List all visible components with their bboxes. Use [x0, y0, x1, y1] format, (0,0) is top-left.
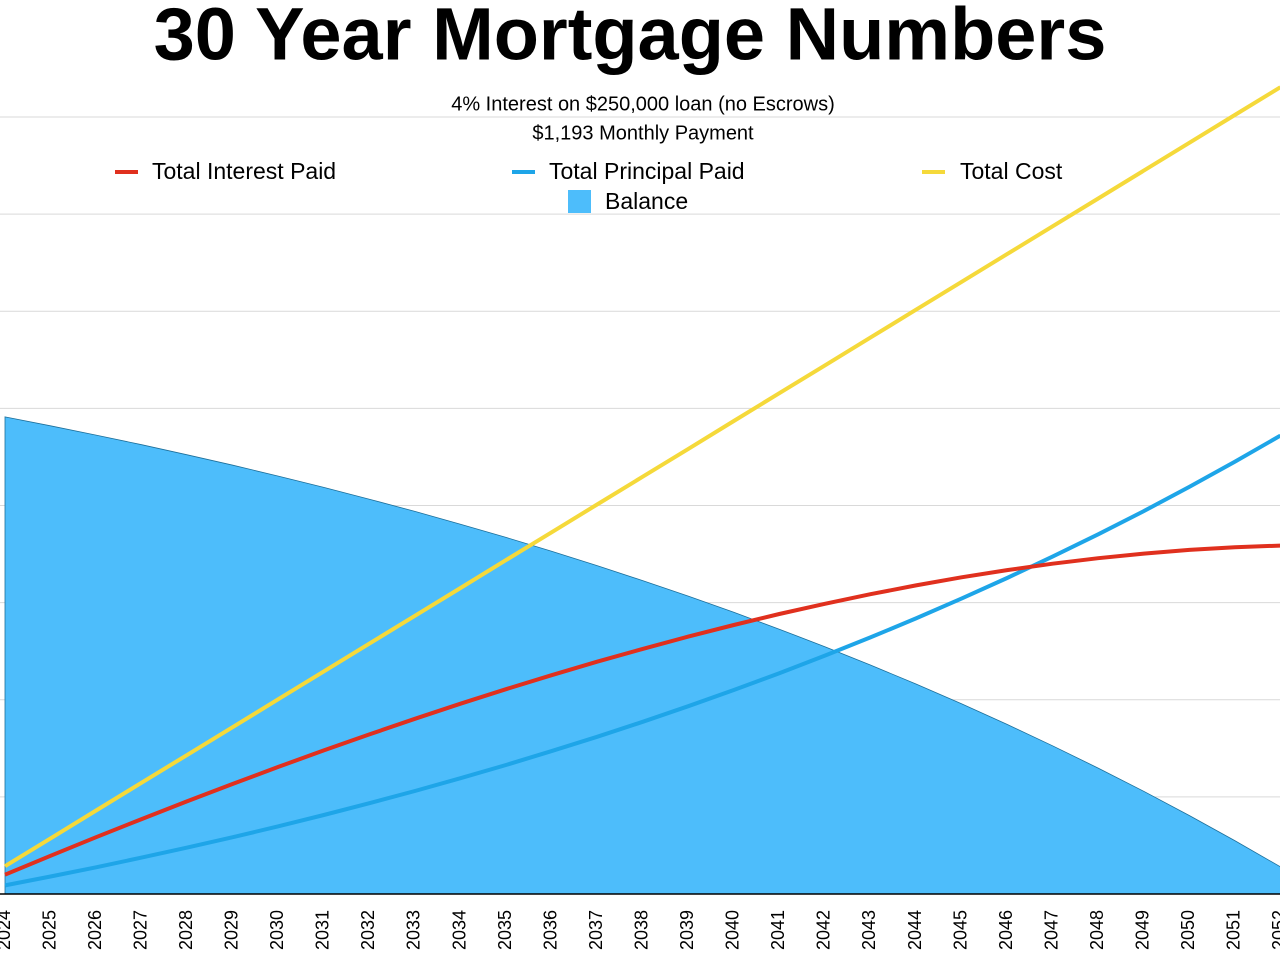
series-line: [4, 543, 1280, 877]
x-tick-label: 2030: [267, 910, 287, 950]
legend-label: Total Cost: [960, 158, 1063, 184]
x-tick-label: 2035: [495, 910, 515, 950]
x-tick-label: 2043: [859, 910, 879, 950]
x-tick-label: 2042: [814, 910, 834, 950]
x-tick-label: 2048: [1087, 910, 1107, 950]
x-tick-label: 2050: [1178, 910, 1198, 950]
x-tick-label: 2046: [996, 910, 1016, 950]
x-tick-label: 2040: [723, 910, 743, 950]
chart-subtitle: 4% Interest on $250,000 loan (no Escrows…: [451, 93, 835, 115]
x-tick-label: 2047: [1041, 910, 1061, 950]
x-tick-label: 2029: [222, 910, 242, 950]
x-tick-label: 2027: [130, 910, 150, 950]
legend-label: Balance: [605, 188, 688, 214]
chart-subtitle: $1,193 Monthly Payment: [532, 122, 754, 144]
x-tick-label: 2038: [631, 910, 651, 950]
x-tick-label: 2045: [950, 910, 970, 950]
x-tick-label: 2031: [313, 910, 333, 950]
x-tick-label: 2026: [85, 910, 105, 950]
legend-swatch: [568, 190, 591, 213]
x-tick-label: 2052: [1269, 910, 1280, 950]
x-tick-label: 2051: [1224, 910, 1244, 950]
x-tick-label: 2036: [540, 910, 560, 950]
x-tick-label: 2032: [358, 910, 378, 950]
x-tick-label: 2024: [0, 910, 14, 950]
chart-title: 30 Year Mortgage Numbers: [154, 0, 1107, 76]
legend-label: Total Principal Paid: [549, 158, 745, 184]
x-tick-label: 2037: [586, 910, 606, 950]
series-line: [3, 85, 1280, 868]
x-tick-label: 2039: [677, 910, 697, 950]
x-tick-label: 2041: [768, 910, 788, 950]
x-tick-label: 2034: [449, 910, 469, 950]
x-tick-label: 2044: [905, 910, 925, 950]
balance-area: [4, 416, 1280, 895]
series-line: [4, 433, 1280, 888]
x-tick-label: 2028: [176, 910, 196, 950]
x-tick-label: 2049: [1133, 910, 1153, 950]
x-tick-label: 2025: [39, 910, 59, 950]
legend-label: Total Interest Paid: [152, 158, 336, 184]
x-tick-label: 2033: [404, 910, 424, 950]
